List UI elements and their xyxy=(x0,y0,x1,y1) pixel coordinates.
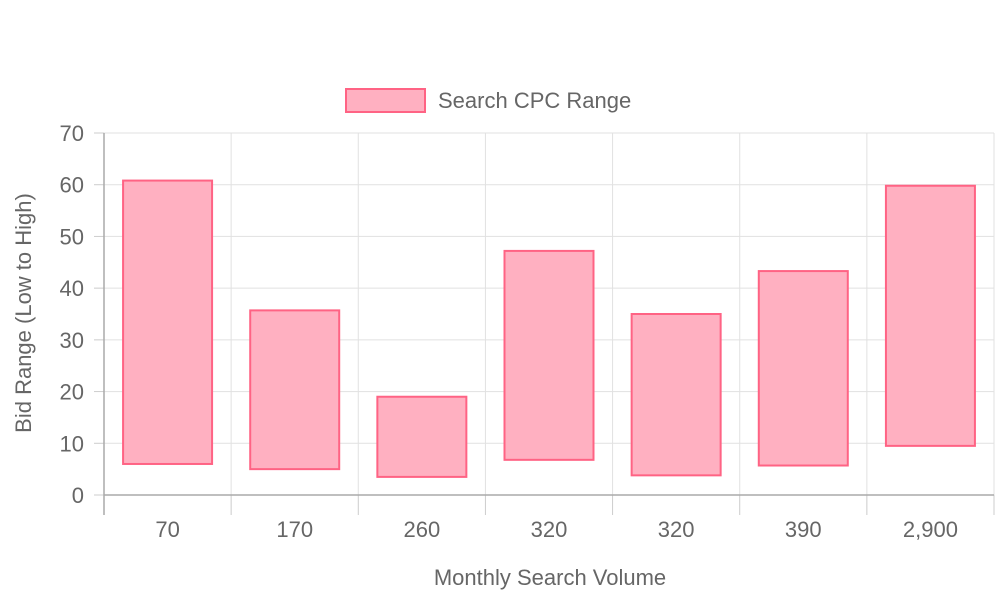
bar[interactable] xyxy=(249,309,341,471)
y-tick-label: 70 xyxy=(60,121,84,146)
bar[interactable] xyxy=(122,179,214,465)
legend-swatch xyxy=(345,88,426,113)
x-tick-label: 70 xyxy=(155,517,179,542)
legend[interactable]: Search CPC Range xyxy=(345,88,631,113)
x-tick-label: 260 xyxy=(403,517,440,542)
y-tick-label: 0 xyxy=(72,483,84,508)
axes xyxy=(94,132,995,515)
bar[interactable] xyxy=(630,313,722,477)
y-tick-label: 10 xyxy=(60,431,84,456)
bar[interactable] xyxy=(884,184,976,447)
y-tick-label: 60 xyxy=(60,173,84,198)
bars xyxy=(122,179,976,478)
y-axis-title: Bid Range (Low to High) xyxy=(11,193,36,433)
legend-label: Search CPC Range xyxy=(438,88,631,113)
x-tick-label: 2,900 xyxy=(903,517,958,542)
bar[interactable] xyxy=(503,249,595,461)
x-tick-label: 390 xyxy=(785,517,822,542)
bar[interactable] xyxy=(376,395,468,478)
x-tick-label: 170 xyxy=(276,517,313,542)
x-axis-title: Monthly Search Volume xyxy=(434,565,666,590)
y-tick-labels: 0 10 20 30 40 50 60 70 xyxy=(60,121,84,508)
x-tick-label: 320 xyxy=(531,517,568,542)
y-tick-label: 30 xyxy=(60,328,84,353)
bar[interactable] xyxy=(757,270,849,467)
y-tick-label: 20 xyxy=(60,380,84,405)
x-tick-labels: 70 170 260 320 320 390 2,900 xyxy=(155,517,958,542)
y-tick-label: 50 xyxy=(60,224,84,249)
x-tick-label: 320 xyxy=(658,517,695,542)
y-tick-label: 40 xyxy=(60,276,84,301)
